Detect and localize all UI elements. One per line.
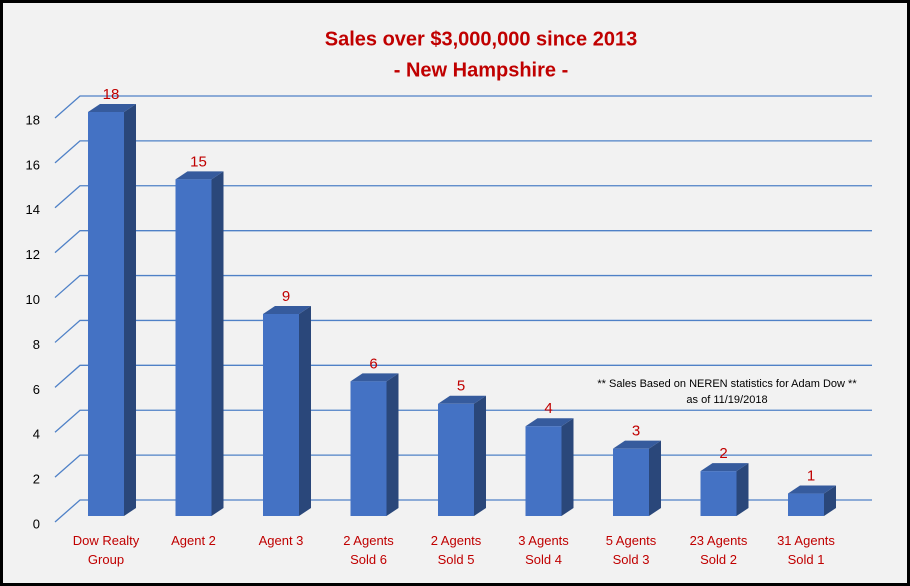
bar-top	[700, 463, 749, 472]
data-label: 4	[544, 400, 552, 417]
y-tick-label: 18	[26, 112, 40, 127]
data-label: 15	[190, 153, 207, 170]
data-label: 6	[369, 355, 377, 372]
grid-line	[54, 454, 872, 478]
grid-line	[54, 499, 872, 523]
x-tick-label: 2 Agents Sold 5	[430, 533, 482, 567]
grid-line	[54, 274, 872, 299]
y-tick-label: 0	[33, 516, 40, 531]
bar-side	[386, 373, 399, 516]
bar	[525, 426, 562, 516]
x-tick-label: Agent 3	[258, 533, 304, 548]
y-tick-label: 12	[26, 247, 40, 262]
data-label: 5	[457, 378, 465, 395]
x-tick-label: Agent 2	[171, 533, 216, 548]
bar-top	[175, 171, 224, 180]
y-tick-label: 14	[26, 202, 40, 217]
bar-top	[788, 485, 836, 494]
bar	[88, 112, 124, 516]
bar	[175, 179, 212, 517]
bar-side	[299, 306, 311, 516]
bar	[438, 403, 474, 516]
grid-line	[54, 185, 872, 209]
bar-top	[263, 306, 311, 314]
y-tick-label: 10	[26, 292, 40, 307]
chart-title: Sales over $3,000,000 since 2013	[325, 28, 637, 50]
grid-line	[54, 409, 872, 433]
data-label: 2	[719, 445, 727, 462]
bar-side	[824, 485, 836, 516]
data-label: 9	[282, 288, 290, 305]
x-tick-label: 23 Agents Sold 2	[689, 533, 748, 567]
annotation: as of 11/19/2018	[686, 394, 767, 406]
chart: Sales over $3,000,000 since 2013 - New H…	[26, 28, 872, 531]
chart-subtitle: - New Hampshire -	[394, 59, 568, 81]
x-tick-label: Dow Realty Group	[72, 533, 140, 567]
bar-top	[525, 418, 574, 427]
x-tick-label: 3 Agents Sold 4	[518, 533, 569, 567]
x-tick-label: 5 Agents Sold 3	[605, 533, 657, 567]
y-tick-label: 16	[26, 157, 40, 172]
x-tick-label: 31 Agents Sold 1	[777, 533, 835, 567]
y-tick-label: 8	[33, 337, 40, 352]
bar	[263, 314, 299, 516]
bar-top	[438, 395, 486, 404]
annotation: ** Sales Based on NEREN statistics for A…	[597, 378, 857, 390]
bar-top	[613, 440, 661, 449]
bar	[788, 493, 824, 516]
grid-line	[54, 95, 872, 119]
y-tick-label: 6	[33, 382, 40, 397]
bar	[613, 448, 649, 516]
y-tick-label: 4	[33, 427, 40, 442]
bar-side	[736, 463, 749, 516]
bar-top	[350, 373, 399, 382]
data-label: 1	[807, 468, 815, 485]
grid-line	[54, 140, 872, 164]
bar-top	[88, 104, 136, 112]
data-label: 18	[103, 86, 120, 103]
grid-line	[54, 319, 872, 343]
bar-side	[474, 395, 486, 516]
bar	[700, 471, 737, 516]
bar-side	[211, 171, 224, 517]
bar	[350, 381, 387, 516]
data-label: 3	[632, 423, 640, 440]
bar-side	[561, 418, 574, 516]
grid-line	[54, 364, 872, 388]
bar-side	[649, 440, 661, 516]
x-tick-label: 2 Agents Sold 6	[343, 533, 394, 567]
y-tick-label: 2	[33, 472, 40, 487]
grid-line	[54, 230, 872, 254]
bar-side	[124, 104, 136, 516]
